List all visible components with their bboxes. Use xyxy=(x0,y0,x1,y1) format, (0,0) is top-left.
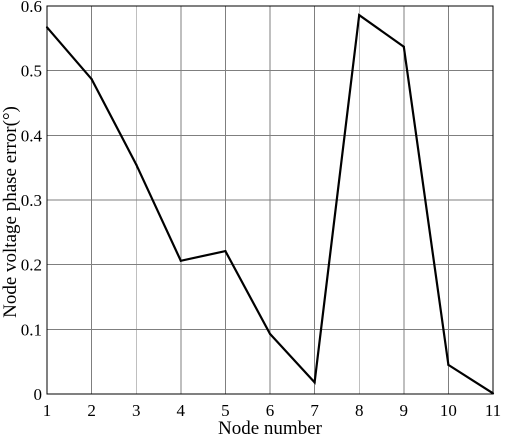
data-point xyxy=(224,249,227,253)
x-tick-label: 10 xyxy=(440,401,457,420)
y-tick-label: 0 xyxy=(34,385,43,404)
y-tick-label: 0.3 xyxy=(21,191,42,210)
y-tick-label: 0.6 xyxy=(21,0,42,16)
x-tick-label: 1 xyxy=(43,401,52,420)
data-point xyxy=(358,13,361,17)
y-tick-label: 0.5 xyxy=(21,62,42,81)
data-point xyxy=(313,381,316,384)
data-point xyxy=(402,45,405,48)
x-tick-label: 3 xyxy=(132,401,141,420)
y-axis-label: Node voltage phase error(°) xyxy=(0,106,21,318)
data-point xyxy=(447,363,450,366)
plot-frame xyxy=(46,5,494,395)
x-axis-label: Node number xyxy=(218,418,323,438)
x-tick-label: 8 xyxy=(355,401,364,420)
x-tick-label: 9 xyxy=(400,401,409,420)
data-point xyxy=(135,163,138,166)
data-point xyxy=(179,259,182,262)
x-tick-label: 5 xyxy=(221,401,230,420)
series-layer xyxy=(45,13,495,395)
x-tick-label: 11 xyxy=(485,401,501,420)
y-tick-label: 0.1 xyxy=(21,320,42,339)
x-tick-label: 4 xyxy=(177,401,186,420)
x-tick-label: 7 xyxy=(310,401,319,420)
y-tick-label: 0.2 xyxy=(21,256,42,275)
data-point xyxy=(90,77,93,81)
data-point xyxy=(268,332,272,335)
y-tick-label: 0.4 xyxy=(21,126,43,145)
x-tick-labels: 1 2 3 4 5 6 7 8 9 10 11 xyxy=(43,401,501,420)
x-tick-label: 2 xyxy=(87,401,96,420)
x-tick-label: 6 xyxy=(266,401,275,420)
y-tick-labels: 0 0.1 0.2 0.3 0.4 0.5 0.6 xyxy=(21,0,43,404)
